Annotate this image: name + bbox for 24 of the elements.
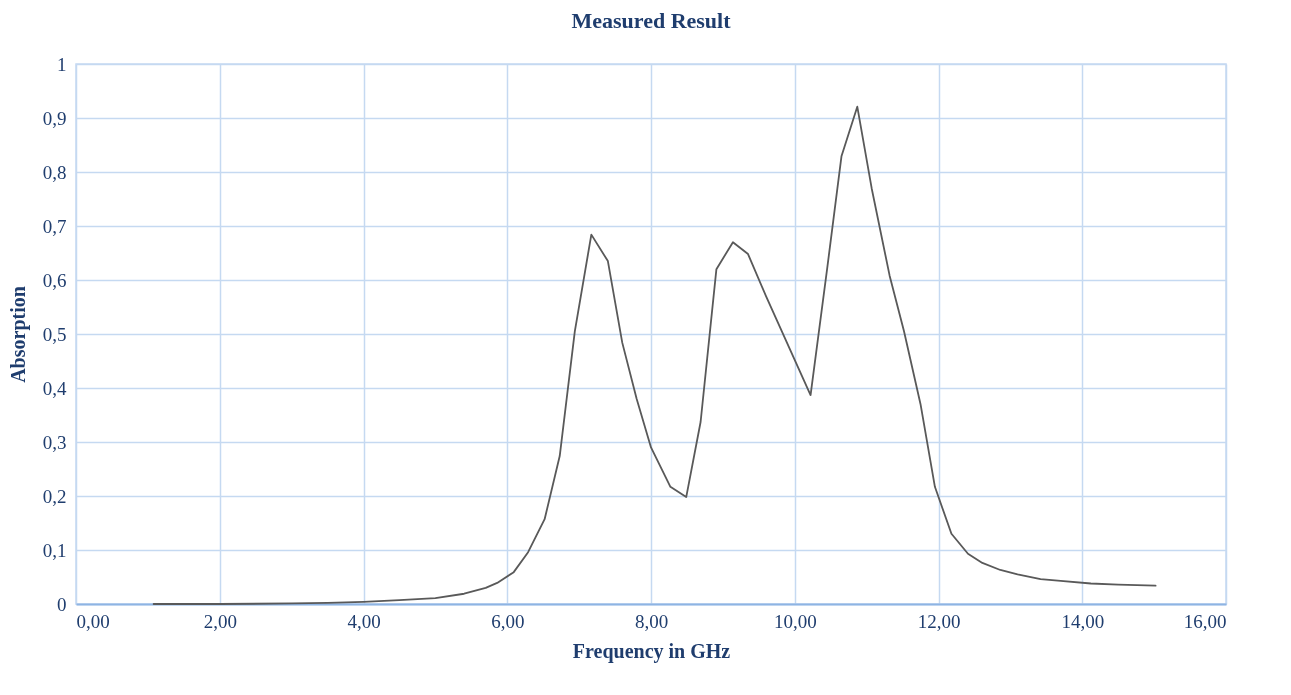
y-tick-label: 1: [57, 53, 67, 75]
y-axis-title: Absorption: [6, 286, 30, 383]
x-tick-label: 10,00: [773, 610, 817, 632]
y-tick-label: 0,5: [42, 323, 67, 345]
x-tick-label: 6,00: [491, 610, 525, 632]
y-tick-label: 0,1: [42, 539, 67, 561]
y-tick-label: 0,4: [42, 377, 67, 399]
chart-title: Measured Result: [571, 8, 732, 33]
y-tick-label: 0,9: [42, 107, 67, 129]
y-tick-label: 0,6: [42, 269, 67, 291]
y-tick-label: 0: [57, 593, 67, 615]
x-tick-label: 8,00: [634, 610, 669, 632]
y-tick-label: 0,8: [42, 161, 67, 183]
x-tick-label: 14,00: [1061, 610, 1105, 632]
y-tick-label: 0,3: [42, 431, 67, 453]
y-tick-label: 0,2: [42, 485, 67, 507]
x-tick-label: 16,00: [1183, 610, 1227, 632]
line-series: [152, 105, 1157, 605]
x-axis-title: Frequency in GHz: [572, 639, 731, 663]
y-tick-label: 0,7: [42, 215, 67, 237]
x-tick-label: 12,00: [917, 610, 961, 632]
x-tick-label: 0,00: [76, 610, 110, 632]
x-tick-label: 2,00: [203, 610, 237, 632]
x-tick-label: 4,00: [347, 610, 381, 632]
